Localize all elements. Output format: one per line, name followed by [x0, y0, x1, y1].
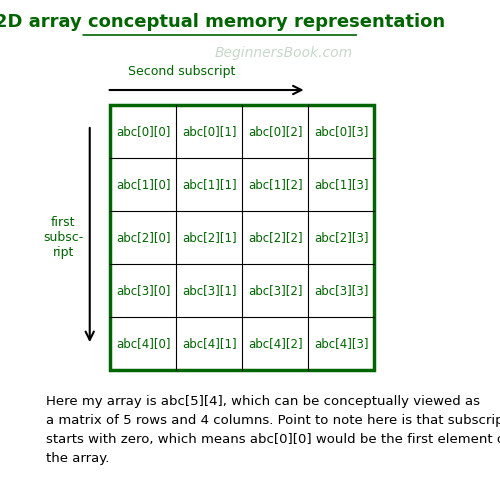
- Text: abc[1][0]: abc[1][0]: [116, 178, 170, 191]
- Text: Second subscript: Second subscript: [128, 64, 236, 78]
- Text: abc[4][0]: abc[4][0]: [116, 337, 170, 350]
- Text: abc[0][2]: abc[0][2]: [248, 125, 302, 138]
- Text: BeginnersBook.com: BeginnersBook.com: [215, 46, 353, 60]
- Text: abc[0][0]: abc[0][0]: [116, 125, 170, 138]
- Text: abc[2][0]: abc[2][0]: [116, 231, 170, 244]
- Text: Here my array is abc[5][4], which can be conceptually viewed as
a matrix of 5 ro: Here my array is abc[5][4], which can be…: [46, 395, 500, 465]
- Text: abc[1][2]: abc[1][2]: [248, 178, 302, 191]
- Text: abc[0][1]: abc[0][1]: [182, 125, 236, 138]
- Text: abc[3][1]: abc[3][1]: [182, 284, 236, 297]
- Text: abc[3][2]: abc[3][2]: [248, 284, 302, 297]
- Text: abc[4][2]: abc[4][2]: [248, 337, 302, 350]
- Text: abc[3][3]: abc[3][3]: [314, 284, 368, 297]
- Text: abc[1][1]: abc[1][1]: [182, 178, 236, 191]
- Text: abc[0][3]: abc[0][3]: [314, 125, 368, 138]
- Text: abc[3][0]: abc[3][0]: [116, 284, 170, 297]
- Text: abc[1][3]: abc[1][3]: [314, 178, 368, 191]
- Text: abc[4][3]: abc[4][3]: [314, 337, 368, 350]
- Text: abc[4][1]: abc[4][1]: [182, 337, 236, 350]
- Text: first
subsc-
ript: first subsc- ript: [43, 216, 84, 259]
- Text: abc[2][3]: abc[2][3]: [314, 231, 368, 244]
- Text: 2D array conceptual memory representation: 2D array conceptual memory representatio…: [0, 14, 445, 32]
- Text: abc[2][2]: abc[2][2]: [248, 231, 302, 244]
- Text: abc[2][1]: abc[2][1]: [182, 231, 236, 244]
- Bar: [110, 105, 374, 370]
